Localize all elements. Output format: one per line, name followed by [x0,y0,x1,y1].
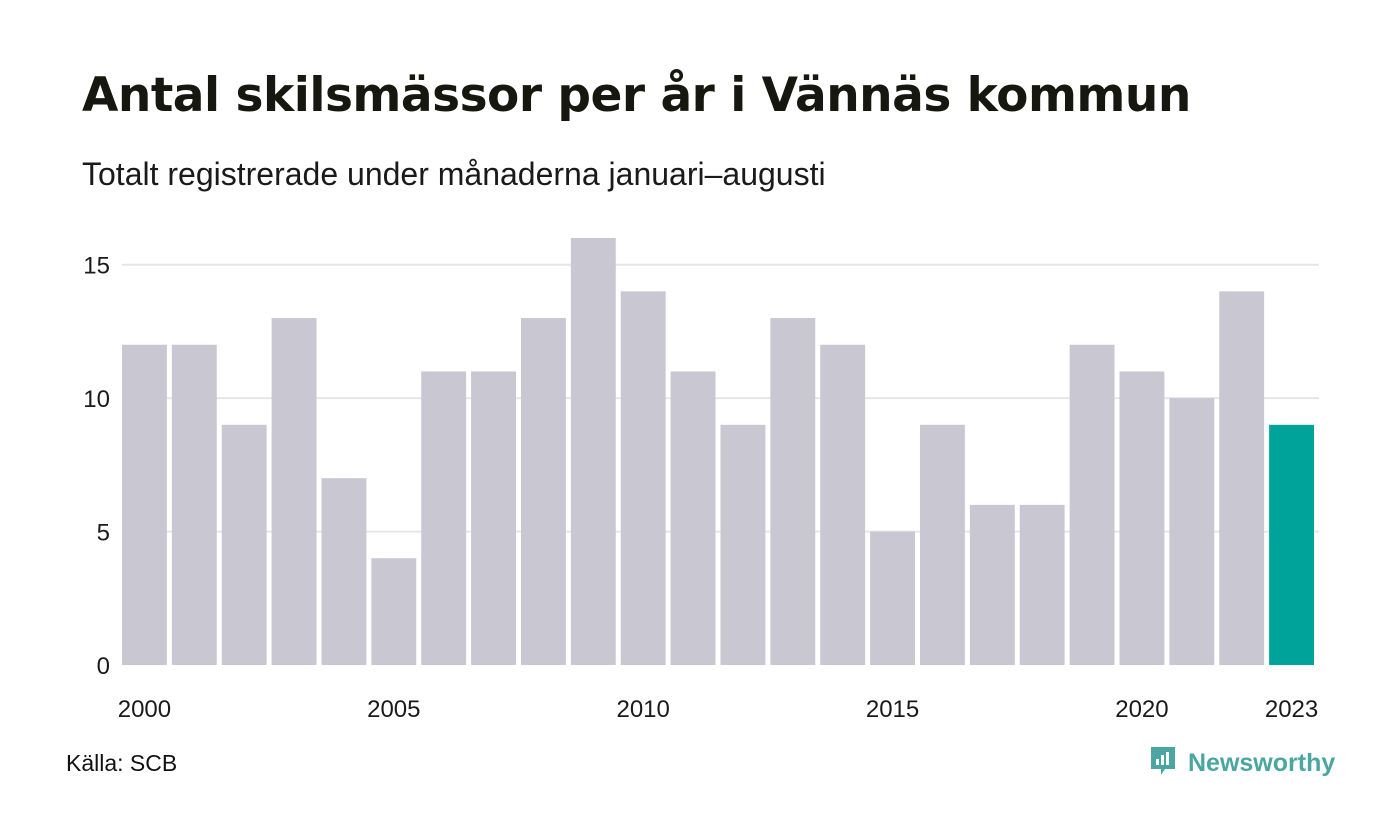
chart-title: Antal skilsmässor per år i Vännäs kommun [82,68,1191,123]
bar-2018 [1019,504,1065,665]
bar-2014 [820,344,866,665]
bar-2015 [870,531,915,665]
bar-2000 [122,344,167,665]
bar-2011 [670,371,716,665]
bar-2023 [1269,424,1314,665]
x-tick-label: 2023 [1265,696,1318,723]
chart-subtitle: Totalt registrerade under månaderna janu… [82,156,826,192]
bar-2004 [321,478,367,665]
bar-2020 [1119,371,1165,665]
brand-logo[interactable]: Newsworthy [1148,744,1335,783]
x-tick-label: 2000 [118,696,171,723]
bars [122,238,1314,665]
brand-name: Newsworthy [1188,749,1336,777]
bar-2013 [770,318,816,665]
bar-2017 [969,504,1015,665]
bar-2021 [1169,398,1215,665]
bar-2016 [920,424,965,665]
bar-2022 [1219,291,1265,665]
x-tick-label: 2015 [866,696,919,723]
y-tick-label: 10 [83,386,110,413]
y-tick-label: 0 [97,653,110,680]
bar-2008 [521,318,566,665]
y-axis-ticks: 0 5 10 15 [83,253,110,680]
bar-2006 [421,371,467,665]
x-tick-label: 2005 [367,696,420,723]
y-tick-label: 15 [83,253,110,280]
y-tick-label: 5 [97,520,110,547]
bar-2012 [720,424,766,665]
source-label: Källa: SCB [66,750,178,776]
bar-2002 [221,424,267,665]
bar-2005 [371,558,417,665]
bar-2003 [271,318,317,665]
bar-2001 [171,344,217,665]
x-axis-ticks: 2000 2005 2010 2015 2020 2023 [118,696,1319,723]
newsworthy-logo-icon [1148,744,1178,783]
bar-2010 [620,291,666,665]
x-tick-label: 2020 [1115,696,1168,723]
x-tick-label: 2010 [616,696,669,723]
bar-2019 [1069,344,1115,665]
bar-2007 [471,371,516,665]
bar-2009 [570,238,616,665]
